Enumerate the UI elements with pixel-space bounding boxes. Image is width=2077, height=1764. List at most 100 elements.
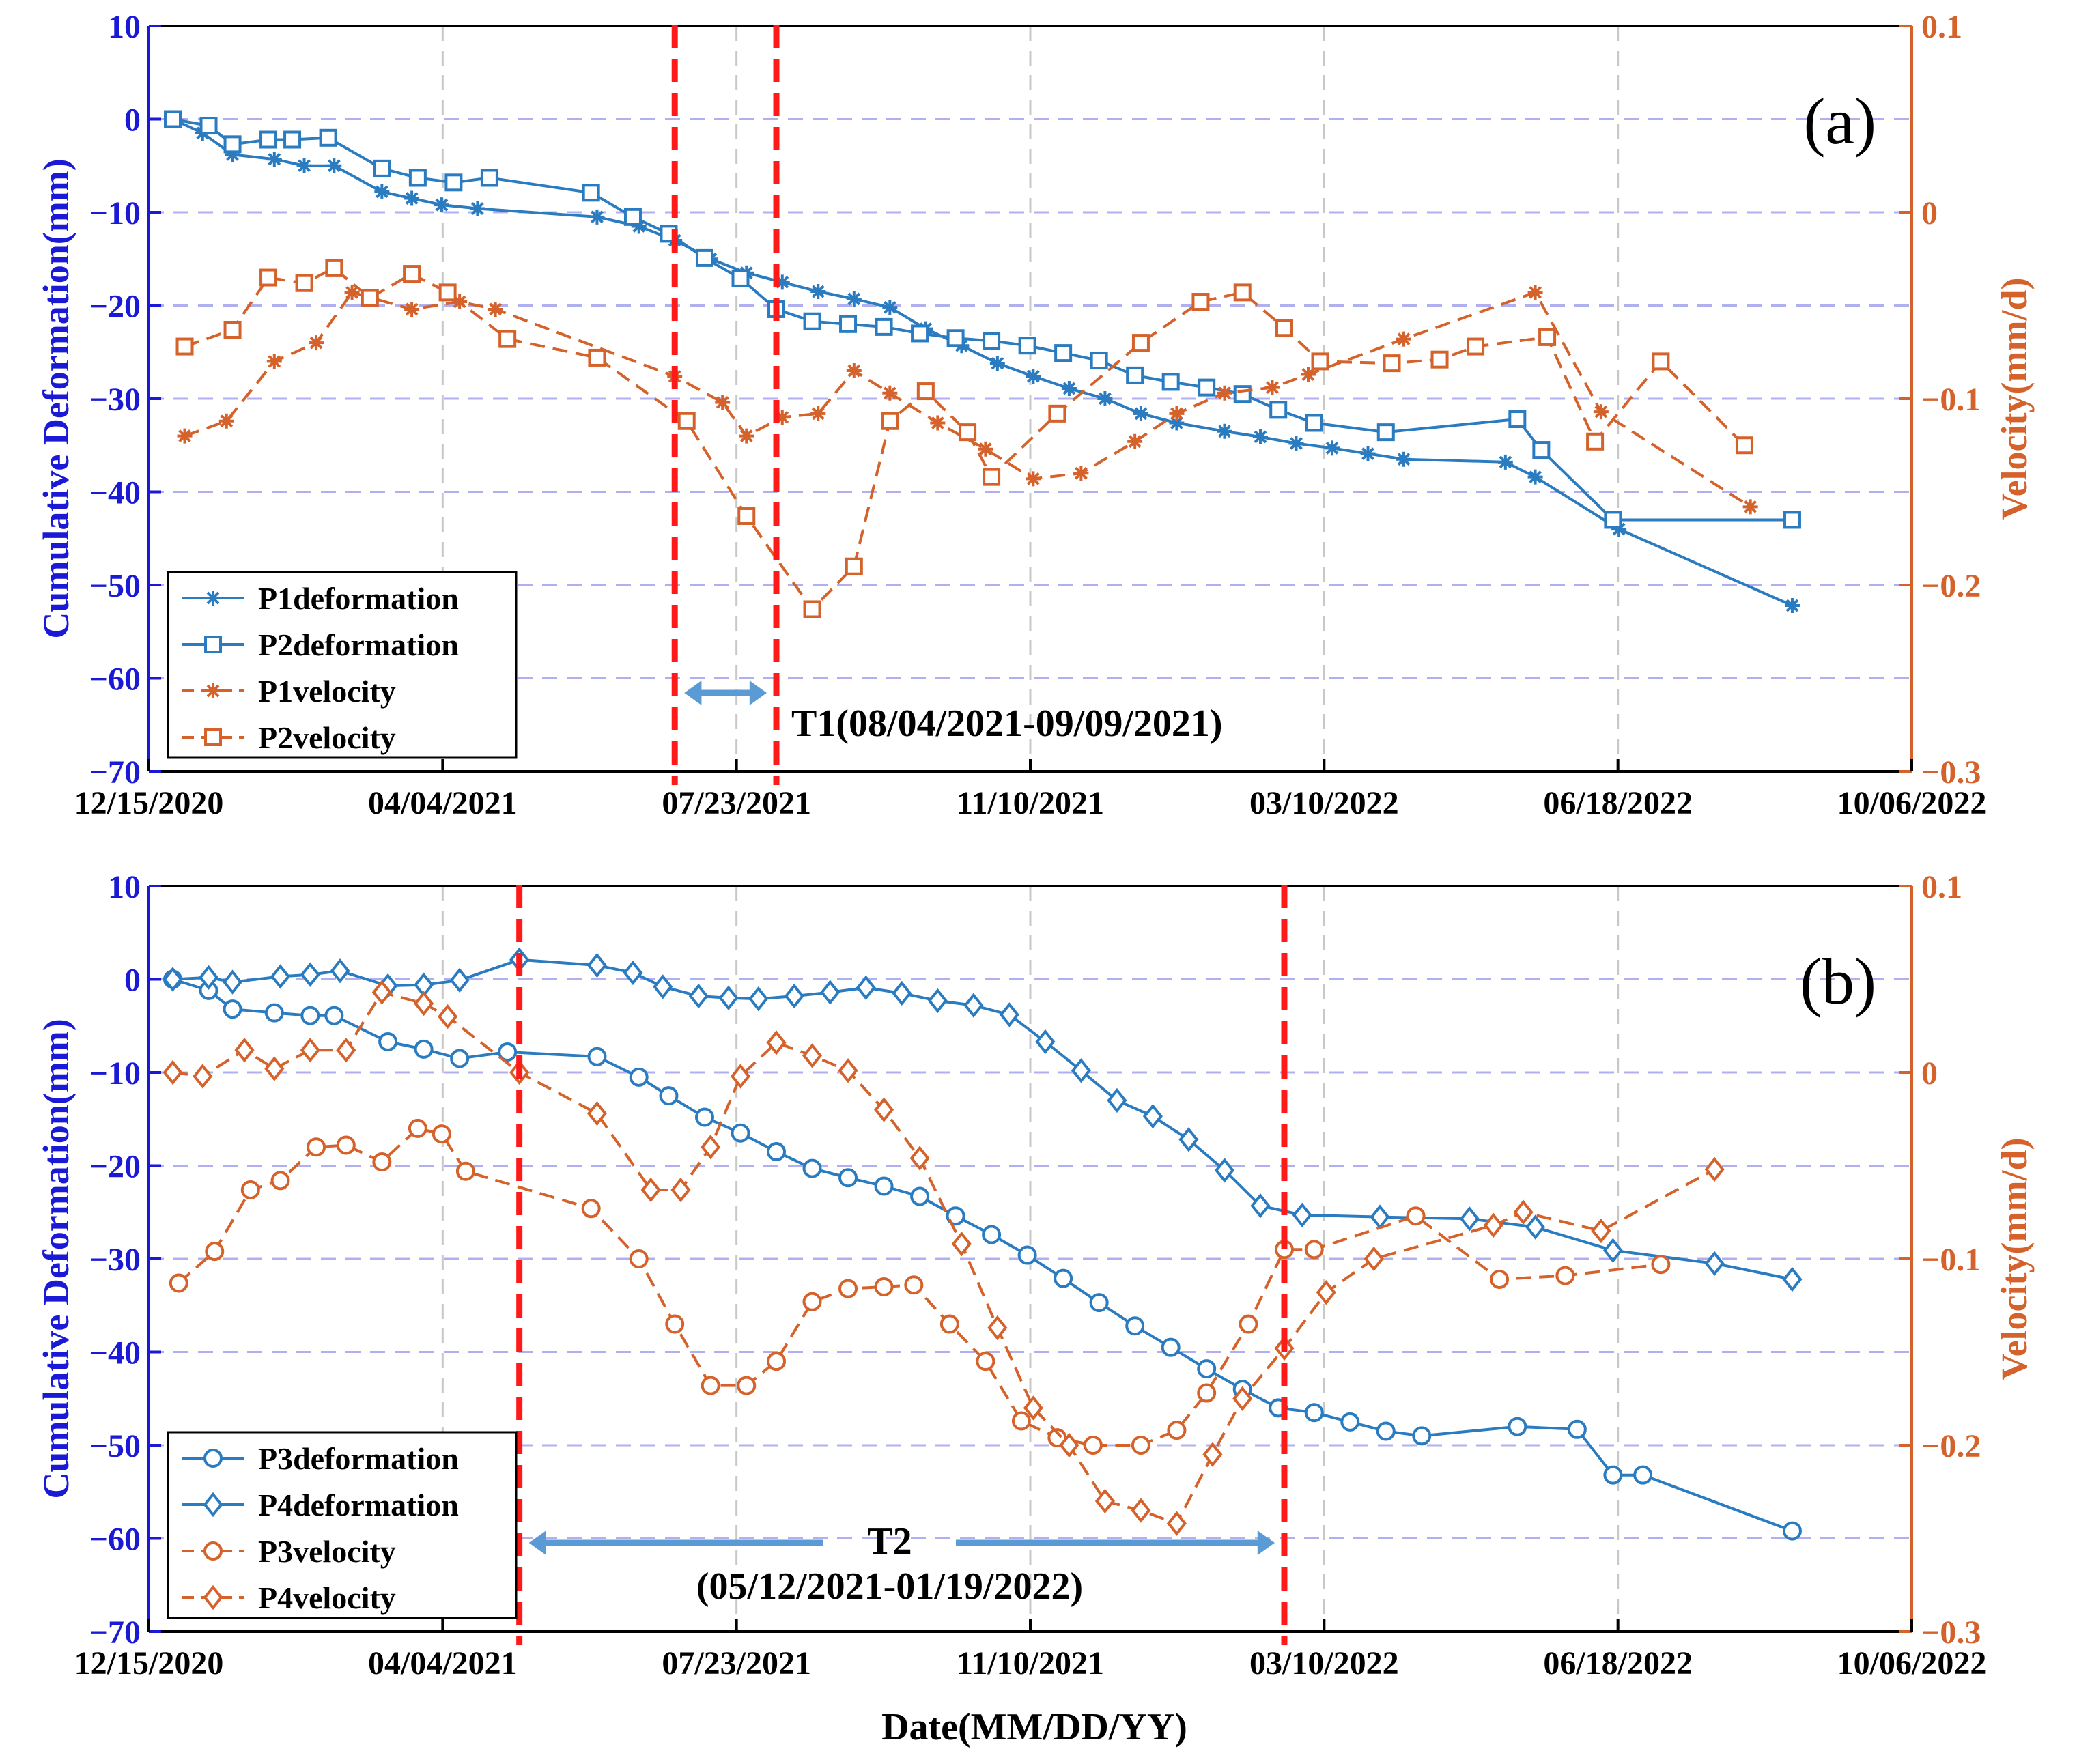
data-point-P3deformation [731,1123,750,1143]
arrow-head [684,681,702,705]
y2-tick-label: −0.2 [1921,1428,1981,1464]
data-point-P4deformation [1459,1206,1480,1232]
data-point-P3deformation [629,1067,649,1087]
legend-label: P4deformation [258,1488,459,1522]
data-point-P4deformation [927,988,948,1014]
data-point-P3velocity [1490,1270,1510,1290]
data-point-P2deformation [911,324,929,343]
data-point-P3velocity [1406,1206,1426,1226]
y2-tick-label: −0.3 [1921,1614,1981,1651]
data-point-P4velocity [300,1038,320,1063]
data-point-P4velocity [414,991,434,1016]
data-point-P4velocity [1094,1488,1115,1514]
data-point-P4deformation [1214,1158,1235,1183]
data-point-P2velocity [983,468,1001,486]
data-point-P1velocity [266,354,282,369]
data-point-P4deformation [784,983,804,1009]
data-point-P3velocity [307,1137,326,1157]
y2-axis-title: Velocity(mm/d) [1994,278,2035,520]
y-tick-label: −40 [89,475,141,511]
data-point-P3deformation [1603,1465,1623,1485]
data-point-P2velocity [737,507,756,525]
data-point-P4deformation [330,958,350,984]
data-point-P3velocity [1197,1383,1217,1403]
x-tick-label: 10/06/2022 [1837,1645,1987,1681]
data-point-P1deformation [1325,440,1340,456]
data-point-P2velocity [1275,319,1293,337]
data-point-P4deformation [688,983,709,1009]
y-tick-label: −10 [89,1055,141,1092]
data-point-P3deformation [498,1042,518,1062]
data-point-P4deformation [718,985,739,1011]
x-tick-label: 06/18/2022 [1543,1645,1693,1681]
x-tick-label: 06/18/2022 [1543,785,1693,821]
data-point-P3velocity [1083,1436,1103,1455]
data-point-P4deformation [222,969,243,995]
legend-label: P4velocity [258,1580,396,1615]
data-point-P3deformation [414,1039,434,1059]
data-point-P1velocity [930,415,946,431]
data-point-P2deformation [1018,337,1036,355]
data-point-P1velocity [1073,466,1089,481]
data-point-P1deformation [1097,391,1113,406]
panel-b: 10 0 −10 −20 −30 −40 −50 −60 −70 0.1 0 −0.1 −0.2 −0.3… [36,869,2035,1681]
legend-label: P2velocity [258,720,396,755]
data-point-P3deformation [1340,1412,1360,1432]
data-point-P2velocity [295,274,313,292]
data-point-P2velocity [175,337,194,356]
data-point-P3velocity [432,1124,451,1144]
data-point-P2deformation [319,128,337,147]
data-point-P4velocity [951,1231,972,1257]
data-point-P4deformation [748,986,769,1012]
data-point-P4velocity [640,1177,661,1203]
data-point-P2velocity [1131,334,1150,352]
data-point-P1velocity [846,363,862,379]
data-point-P4deformation [963,993,984,1018]
data-point-P1velocity [715,395,731,410]
data-point-P4velocity [1131,1498,1151,1523]
data-point-P1deformation [404,190,420,206]
period-dates: (05/12/2021-01/19/2022) [696,1565,1083,1608]
data-point-P1deformation [434,197,449,213]
data-point-P3deformation [1017,1245,1037,1265]
data-point-P3deformation [1508,1417,1527,1436]
data-point-P1velocity [1217,385,1232,401]
data-point-P1velocity [882,385,898,401]
data-point-P1deformation [1360,446,1376,461]
data-point-P3velocity [581,1199,601,1219]
data-point-P2deformation [1198,378,1216,397]
y-tick-label: −20 [89,289,141,325]
data-point-P2deformation [1783,511,1801,529]
data-point-P4deformation [300,962,320,987]
data-point-P3velocity [802,1292,822,1311]
data-point-P4velocity [874,1097,894,1122]
data-point-P1velocity [1742,499,1758,515]
x-tick-label: 03/10/2022 [1249,785,1399,821]
data-point-P3deformation [659,1086,679,1106]
data-point-P3velocity [1011,1411,1031,1431]
data-point-P3deformation [324,1006,344,1025]
data-point-P4velocity [371,980,392,1005]
data-point-P4deformation [449,967,470,993]
data-point-P1velocity [1396,331,1412,347]
x-tick-label: 11/10/2021 [957,1645,1104,1681]
data-point-P4deformation [1071,1058,1091,1083]
data-point-P1velocity [488,301,503,317]
data-point-P3velocity [1555,1266,1575,1285]
y-tick-label: −60 [89,662,141,698]
data-point-P4velocity [1513,1199,1534,1225]
data-point-P1deformation [1169,415,1185,431]
data-point-P1velocity [774,410,790,425]
y-tick-label: 0 [124,102,141,139]
data-point-P4deformation [1178,1127,1199,1152]
legend-marker [204,636,222,653]
data-point-P2deformation [444,173,463,192]
y-tick-label: −50 [89,1428,141,1464]
data-point-P2deformation [1090,352,1108,370]
y2-tick-label: 0.1 [1921,869,1962,905]
data-point-P2velocity [1048,404,1066,423]
legend-label: P2deformation [258,627,459,662]
data-point-P3deformation [1125,1316,1145,1336]
data-point-P1velocity [1593,404,1609,420]
